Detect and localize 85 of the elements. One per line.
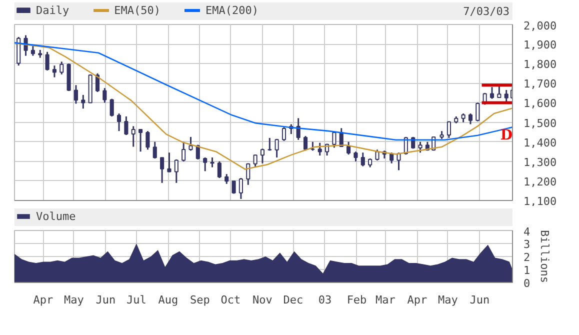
candlestick (131, 125, 136, 148)
x-tick-label: Nov (252, 294, 273, 306)
x-tick-label: Feb (346, 294, 367, 306)
y-axis-title: Billions (538, 230, 552, 283)
candlestick (246, 162, 250, 186)
candlestick (303, 135, 308, 152)
candlestick (160, 156, 164, 184)
candlestick (360, 152, 365, 168)
candlestick (396, 152, 401, 171)
x-tick-label: May (438, 294, 458, 306)
candlestick (268, 137, 272, 152)
y-tick-label: 1,800 (524, 58, 557, 72)
y-tick-label: 1,200 (524, 175, 557, 188)
y-tick-label: 1,300 (524, 156, 557, 169)
candlestick (346, 141, 351, 156)
y-tick-label: 3 (524, 238, 530, 251)
candlestick (188, 136, 193, 152)
y-tick-label: 2 (524, 251, 530, 264)
candlestick (318, 142, 322, 156)
candlestick (468, 112, 473, 125)
candlestick (182, 141, 186, 162)
y-tick-label: 0 (524, 277, 530, 290)
annotation: D (500, 127, 512, 144)
candlestick (232, 180, 236, 194)
x-tick-label: Jun (96, 294, 116, 306)
legend-label: EMA(50) (114, 3, 160, 17)
candlestick (146, 130, 150, 150)
candlestick (81, 94, 86, 110)
candlestick (116, 112, 122, 132)
legend-label: EMA(200) (205, 3, 258, 17)
candlestick (375, 148, 380, 162)
candlestick (274, 138, 279, 158)
candlestick (167, 152, 172, 173)
x-tick-label: Oct (220, 294, 241, 306)
y-tick-label: 4 (524, 226, 530, 238)
candlestick (418, 141, 422, 154)
candlestick (260, 148, 265, 164)
x-tick-label: Mar (376, 294, 396, 306)
candlestick (124, 116, 128, 136)
candlestick (238, 177, 243, 200)
legend-label: Volume (36, 209, 76, 223)
y-tick-label: 1,600 (524, 97, 557, 110)
y-tick-label: 1,700 (524, 78, 557, 91)
legend-label: Daily (36, 3, 70, 17)
text: 7/03/03 (463, 5, 510, 18)
y-tick-label: 1,900 (524, 38, 557, 52)
x-tick-label: 03 (318, 294, 332, 306)
candlestick (45, 51, 50, 72)
candlestick (224, 173, 229, 185)
candlestick (446, 120, 452, 139)
candlestick (24, 34, 28, 57)
y-tick-label: 1,500 (524, 116, 557, 130)
candlestick (253, 154, 258, 168)
x-tick-label: Apr (33, 294, 54, 306)
candlestick (138, 128, 143, 152)
candlestick (476, 102, 480, 122)
candlestick (332, 131, 336, 148)
candlestick (497, 84, 502, 99)
y-tick-label: 1,400 (524, 136, 557, 150)
line-series (14, 42, 512, 141)
x-tick-label: May (64, 294, 84, 306)
x-tick-label: Apr (407, 294, 428, 306)
candlestick (30, 44, 35, 57)
x-tick-label: Jul (126, 294, 146, 306)
candlestick (74, 84, 78, 104)
candlestick (102, 87, 107, 104)
y-tick-label: 2,000 (524, 20, 557, 32)
x-tick-label: Sep (190, 294, 210, 306)
candlestick (490, 86, 494, 100)
candlestick (217, 160, 222, 179)
candlestick (110, 98, 114, 118)
candlestick (354, 150, 358, 162)
candlestick (52, 64, 56, 78)
candlestick (203, 156, 208, 172)
candlestick (210, 156, 214, 168)
candlestick (282, 126, 286, 142)
candlestick (174, 158, 178, 184)
x-tick-label: Dec (283, 294, 304, 306)
x-tick-label: Jun (470, 294, 490, 306)
x-tick-label: Aug (158, 294, 178, 306)
candlestick (152, 141, 157, 160)
candlestick (60, 60, 64, 76)
candlestick (504, 89, 508, 104)
candlestick (390, 152, 394, 164)
y-tick-label: 1 (524, 264, 530, 277)
